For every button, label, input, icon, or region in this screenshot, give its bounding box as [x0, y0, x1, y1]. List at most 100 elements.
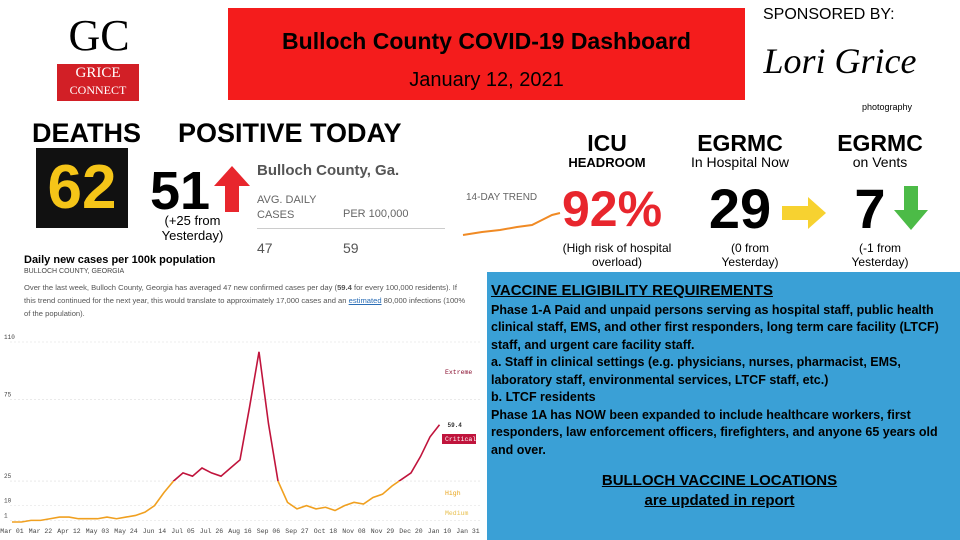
card-avg: 47	[257, 240, 273, 256]
positive-note: (+25 from Yesterday)	[150, 213, 235, 243]
x-tick-label: Jan 31	[456, 528, 480, 535]
vaccine-paragraph: b. LTCF residents	[491, 390, 596, 404]
positive-value: 51	[150, 161, 211, 221]
x-tick-label: Jun 14	[143, 528, 167, 535]
chart-subtitle: BULLOCH COUNTY, GEORGIA	[24, 268, 125, 275]
sponsor-label: SPONSORED BY:	[763, 6, 895, 23]
data-label: 59.4	[448, 422, 463, 429]
annotation: Extreme	[445, 369, 472, 376]
x-tick-label: Dec 20	[399, 528, 423, 535]
desc-link[interactable]: estimated	[348, 296, 382, 305]
header-title: Bulloch County COVID-19 Dashboard	[282, 28, 691, 54]
annotation-box	[442, 434, 476, 444]
icu-sublabel: HEADROOM	[568, 155, 646, 170]
sponsor-name: Lori Grice	[763, 41, 917, 81]
y-tick-label: 1	[4, 512, 8, 519]
note-line: Yesterday)	[161, 228, 224, 243]
logo-badge: GRICE CONNECT	[57, 64, 139, 101]
arrow-shape	[782, 197, 826, 229]
note-line: (High risk of hospital	[562, 241, 672, 255]
footer-line: are updated in report	[644, 492, 795, 509]
logo-line: CONNECT	[69, 83, 127, 97]
card-col2: PER 100,000	[343, 208, 409, 220]
header-date: January 12, 2021	[409, 69, 564, 91]
arrow-shape	[214, 166, 250, 212]
arrow-shape	[894, 186, 928, 230]
vaccine-paragraph: Phase 1A has NOW been expanded to includ…	[491, 407, 938, 457]
x-tick-label: Jan 10	[428, 528, 452, 535]
sparkline	[462, 212, 561, 236]
x-tick-label: Mar 22	[29, 528, 53, 535]
annotation: Critical	[445, 436, 476, 443]
footer-line: BULLOCH VACCINE LOCATIONS	[601, 472, 838, 489]
x-tick-label: Jul 05	[171, 528, 195, 535]
vaccine-panel: VACCINE ELIGIBILITY REQUIREMENTS Phase 1…	[487, 272, 960, 540]
vaccine-heading: VACCINE ELIGIBILITY REQUIREMENTS	[491, 282, 773, 299]
hosp-sublabel: In Hospital Now	[690, 154, 790, 170]
annotation: High	[445, 490, 461, 497]
chart-title: Daily new cases per 100k population	[24, 254, 216, 266]
x-tick-label: Jul 26	[200, 528, 224, 535]
up-arrow	[214, 166, 250, 212]
desc-text: 80,000 infections (100% of the populatio…	[24, 296, 466, 318]
hosp-label: EGRMC	[697, 130, 783, 156]
x-tick-label: May 03	[86, 528, 110, 535]
card-col1-line: AVG. DAILY	[257, 194, 317, 206]
x-tick-label: Sep 27	[285, 528, 309, 535]
note-line: Yesterday)	[721, 255, 779, 269]
y-tick-label: 110	[4, 334, 15, 341]
vents-value: 7	[854, 177, 886, 240]
note-line: (0 from	[730, 241, 769, 255]
card-rule	[257, 228, 445, 229]
icu-value: 92%	[561, 181, 663, 237]
icu-note: (High risk of hospital overload)	[547, 241, 687, 269]
x-tick-label: Nov 08	[342, 528, 366, 535]
trend-sparkline	[462, 212, 561, 236]
note-line: overload)	[591, 255, 643, 269]
icu-label: ICU	[587, 130, 627, 156]
right-arrow	[782, 197, 826, 229]
trend-label: 14-DAY TREND	[466, 192, 538, 203]
hosp-note: (0 from Yesterday)	[700, 241, 800, 269]
y-tick-label: 10	[4, 498, 12, 505]
deaths-label: DEATHS	[32, 118, 142, 148]
card-title: Bulloch County, Ga.	[257, 162, 400, 179]
card-col1: AVG. DAILY CASES	[257, 193, 317, 223]
note-line: (-1 from	[859, 241, 901, 255]
deaths-value: 62	[36, 148, 128, 228]
vents-note: (-1 from Yesterday)	[830, 241, 930, 269]
note-line: (+25 from	[164, 213, 221, 228]
x-tick-label: Mar 01	[0, 528, 24, 535]
down-arrow	[894, 186, 928, 230]
note-line: Yesterday)	[851, 255, 909, 269]
y-tick-label: 75	[4, 391, 12, 398]
vaccine-paragraph: Phase 1-A Paid and unpaid persons servin…	[491, 302, 939, 352]
y-tick-label: 25	[4, 473, 12, 480]
vaccine-paragraph: a. Staff in clinical settings (e.g. phys…	[491, 355, 901, 387]
card-per100k: 59	[343, 240, 359, 256]
logo-line: GRICE	[75, 65, 121, 81]
desc-bold: 59.4	[337, 283, 352, 292]
logo-initials: GC	[68, 11, 130, 60]
x-tick-label: Aug 16	[228, 528, 252, 535]
desc-text: for every 100,000 residents). If this tr…	[24, 283, 457, 305]
x-tick-label: Oct 18	[314, 528, 338, 535]
x-tick-label: Nov 29	[371, 528, 395, 535]
desc-text: Over the last week, Bulloch County, Geor…	[24, 283, 338, 292]
series-line	[12, 351, 441, 523]
x-tick-label: Apr 12	[57, 528, 81, 535]
header: Bulloch County COVID-19 Dashboard Januar…	[228, 8, 745, 100]
x-tick-label: Sep 06	[257, 528, 281, 535]
vaccine-footer: BULLOCH VACCINE LOCATIONS are updated in…	[491, 471, 948, 511]
chart-description: Over the last week, Bulloch County, Geor…	[24, 281, 469, 320]
x-tick-label: May 24	[114, 528, 138, 535]
hosp-value: 29	[708, 177, 772, 240]
card-col1-line: CASES	[257, 209, 295, 221]
vents-label: EGRMC	[837, 130, 923, 156]
annotation: Medium	[445, 510, 469, 517]
positive-label: POSITIVE TODAY	[178, 118, 402, 148]
sponsor-tagline: photography	[862, 102, 913, 112]
vents-sublabel: on Vents	[852, 154, 908, 170]
